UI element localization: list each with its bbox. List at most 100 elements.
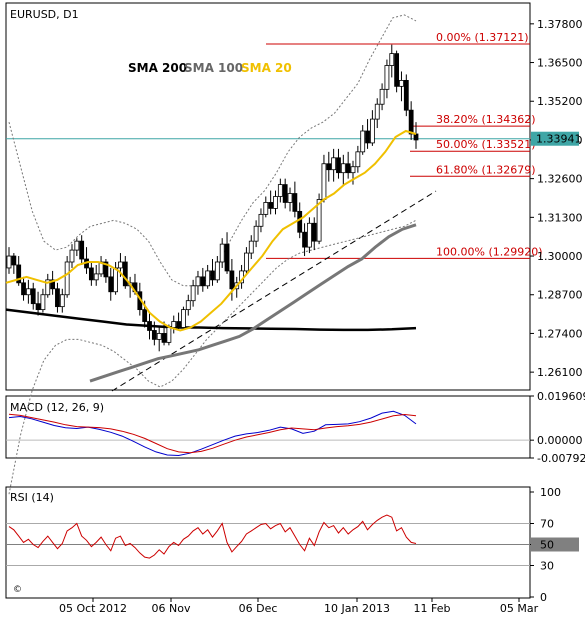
y-tick-label: 1.35200: [537, 95, 583, 108]
candle-body: [118, 261, 123, 269]
candle-body: [345, 163, 351, 174]
candle-body: [336, 157, 341, 174]
x-tick-label: 06 Nov: [152, 602, 191, 615]
candle-body: [268, 202, 274, 209]
copyright-icon: ©: [13, 585, 22, 595]
main-plot-layer: 0.00% (1.37121) 38.20% (1.34362) 50.00% (1…: [5, 14, 543, 495]
macd-signal-line: [8, 413, 417, 454]
candle-body: [200, 276, 206, 287]
x-tick-label: 06 Dec: [239, 602, 278, 615]
macd-y-tick-label: -0.00792: [537, 452, 585, 465]
candle-body: [379, 88, 385, 105]
candle-body: [273, 196, 278, 209]
candle-body: [413, 133, 419, 141]
x-tick-label: 11 Feb: [414, 602, 451, 615]
sma20-line: [5, 129, 417, 332]
candle-body: [74, 240, 80, 251]
candle-body: [45, 279, 51, 296]
candle-body: [326, 163, 332, 171]
fib-label: 38.20% (1.34362): [436, 113, 536, 126]
candle-body: [244, 252, 249, 272]
candle-body: [156, 333, 162, 340]
candle-body: [147, 321, 152, 331]
candle-body: [316, 199, 322, 242]
y-tick-label: 1.27400: [537, 327, 583, 340]
candle-body: [181, 309, 186, 328]
candle-body: [389, 53, 395, 66]
sma100-line: [89, 223, 417, 383]
candle-body: [88, 267, 94, 281]
candle-body: [331, 157, 337, 171]
candle-body: [122, 261, 128, 287]
fib-label: 100.00% (1.29920): [436, 245, 543, 258]
candle-body: [171, 321, 177, 328]
candle-body: [210, 270, 215, 281]
candle-body: [258, 213, 264, 227]
y-tick-label: 1.31300: [537, 211, 583, 224]
chart-title: EURUSD, D1: [10, 8, 79, 21]
legend-sma200: SMA 200: [128, 61, 187, 75]
candle-body: [224, 243, 230, 272]
fib-label: 61.80% (1.32679): [436, 163, 536, 176]
candle-body: [35, 303, 41, 311]
main-pane-frame: [5, 2, 531, 391]
candle-body: [195, 276, 201, 287]
candle-body: [219, 243, 225, 263]
candle-body: [11, 255, 17, 266]
candle-body: [297, 210, 303, 233]
candle-body: [161, 333, 167, 343]
rsi-y-tick-label: 0: [540, 591, 547, 604]
candle-body: [93, 273, 99, 281]
fib-label: 0.00% (1.37121): [436, 31, 529, 44]
sma200-line: [5, 308, 417, 332]
candle-body: [292, 193, 298, 212]
candle-body: [79, 240, 85, 260]
rsi-y-tick-label: 100: [540, 486, 561, 499]
candle-body: [185, 300, 191, 311]
y-tick-label: 1.32600: [537, 173, 583, 186]
bollinger-lower: [8, 219, 417, 495]
rsi-pane-frame: [5, 486, 531, 599]
candle-body: [59, 294, 65, 308]
candle-body: [408, 109, 414, 135]
candle-body: [108, 276, 114, 293]
rsi-current-label: 50: [540, 539, 554, 552]
candle-body: [302, 231, 307, 248]
legend-sma20: SMA 20: [241, 61, 292, 75]
candle-body: [350, 166, 356, 174]
candle-body: [282, 184, 288, 203]
candle-body: [355, 151, 361, 168]
y-tick-label: 1.28700: [537, 289, 583, 302]
candle-body: [263, 202, 269, 215]
candle-body: [374, 103, 380, 120]
y-tick-label: 1.30000: [537, 250, 583, 263]
y-tick-label: 1.26100: [537, 366, 583, 379]
candle-body: [103, 261, 109, 278]
candle-body: [277, 184, 283, 197]
candle-body: [399, 80, 404, 87]
y-tick-label: 1.37800: [537, 18, 583, 31]
macd-line: [8, 410, 417, 457]
current-price-box: [531, 131, 579, 146]
y-tick-label: 1.36500: [537, 57, 583, 70]
candle-body: [16, 264, 22, 284]
candle-body: [64, 261, 70, 296]
candle-body: [229, 270, 235, 290]
candle-body: [25, 288, 31, 296]
rsi-current-box: [531, 537, 579, 552]
rsi-y-tick-label: 70: [540, 518, 554, 531]
x-tick-label: 10 Jan 2013: [324, 602, 390, 615]
candle-body: [151, 330, 157, 340]
candle-body: [365, 130, 370, 144]
candle-body: [321, 163, 327, 200]
candle-body: [248, 240, 254, 254]
candle-body: [190, 285, 196, 302]
candle-body: [369, 118, 375, 144]
candle-body: [384, 65, 390, 90]
candle-body: [21, 282, 26, 296]
candle-body: [176, 321, 181, 328]
legend-sma100: SMA 100: [184, 61, 243, 75]
rsi-title: RSI (14): [10, 491, 54, 504]
candle-body: [394, 53, 400, 87]
